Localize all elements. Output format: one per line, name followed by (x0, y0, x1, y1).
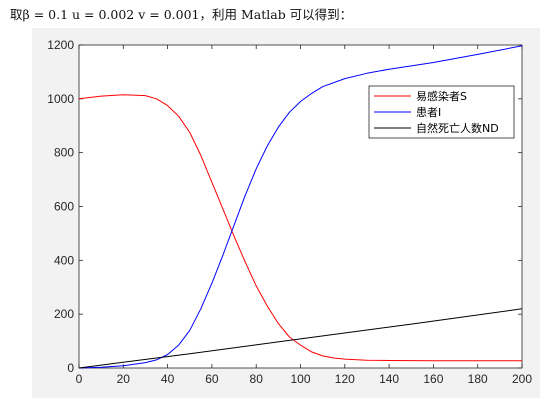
x-tick-label: 0 (76, 372, 83, 386)
y-tick-label: 1000 (47, 92, 74, 106)
y-tick-label: 0 (67, 361, 74, 375)
series-line-1 (78, 45, 523, 369)
legend-label: 患者I (416, 106, 441, 119)
y-tick-label: 200 (54, 307, 74, 321)
axis-ticks: 0 20 40 60 80 100 120 140 160 180 200 0 200 400 600 800… (47, 38, 532, 386)
series-lines (78, 45, 523, 369)
x-tick-label: 100 (290, 372, 310, 386)
x-tick-label: 20 (117, 372, 131, 386)
legend: 易感染者S 患者I 自然死亡人数ND (368, 85, 515, 139)
y-tick-label: 400 (54, 253, 74, 267)
x-tick-label: 40 (161, 372, 175, 386)
series-line-2 (78, 308, 523, 369)
x-tick-label: 180 (468, 372, 488, 386)
x-tick-label: 120 (335, 372, 355, 386)
caption-text: 取β = 0.1 u = 0.002 v = 0.001，利用 Matlab 可… (10, 7, 353, 22)
y-tick-label: 800 (54, 146, 74, 160)
y-tick-label: 600 (54, 200, 74, 214)
legend-label: 自然死亡人数ND (416, 121, 499, 135)
y-tick-label: 1200 (47, 38, 74, 52)
series-line-0 (78, 94, 522, 362)
legend-label: 易感染者S (416, 89, 467, 103)
x-tick-label: 200 (512, 372, 532, 386)
x-tick-label: 140 (379, 372, 399, 386)
x-tick-label: 80 (250, 372, 264, 386)
x-tick-label: 160 (423, 372, 443, 386)
x-tick-label: 60 (205, 372, 219, 386)
